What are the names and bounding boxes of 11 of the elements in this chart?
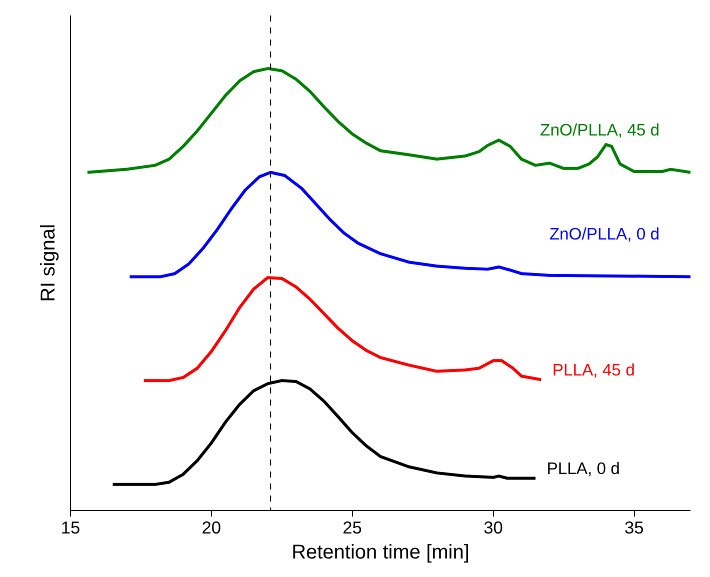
series-label: ZnO/PLLA, 0 d <box>549 224 660 244</box>
series-label: PLLA, 0 d <box>546 459 620 478</box>
series-label: PLLA, 45 d <box>552 360 635 380</box>
x-tick-label: 30 <box>484 518 503 538</box>
series-label: ZnO/PLLA, 45 d <box>540 120 660 140</box>
y-axis-title: RI signal <box>38 224 60 302</box>
x-tick-label: 25 <box>342 518 362 538</box>
x-tick-label: 15 <box>60 518 80 538</box>
x-tick-label: 35 <box>624 518 644 538</box>
x-axis-title: Retention time [min] <box>292 542 470 564</box>
x-tick-label: 20 <box>202 518 222 538</box>
